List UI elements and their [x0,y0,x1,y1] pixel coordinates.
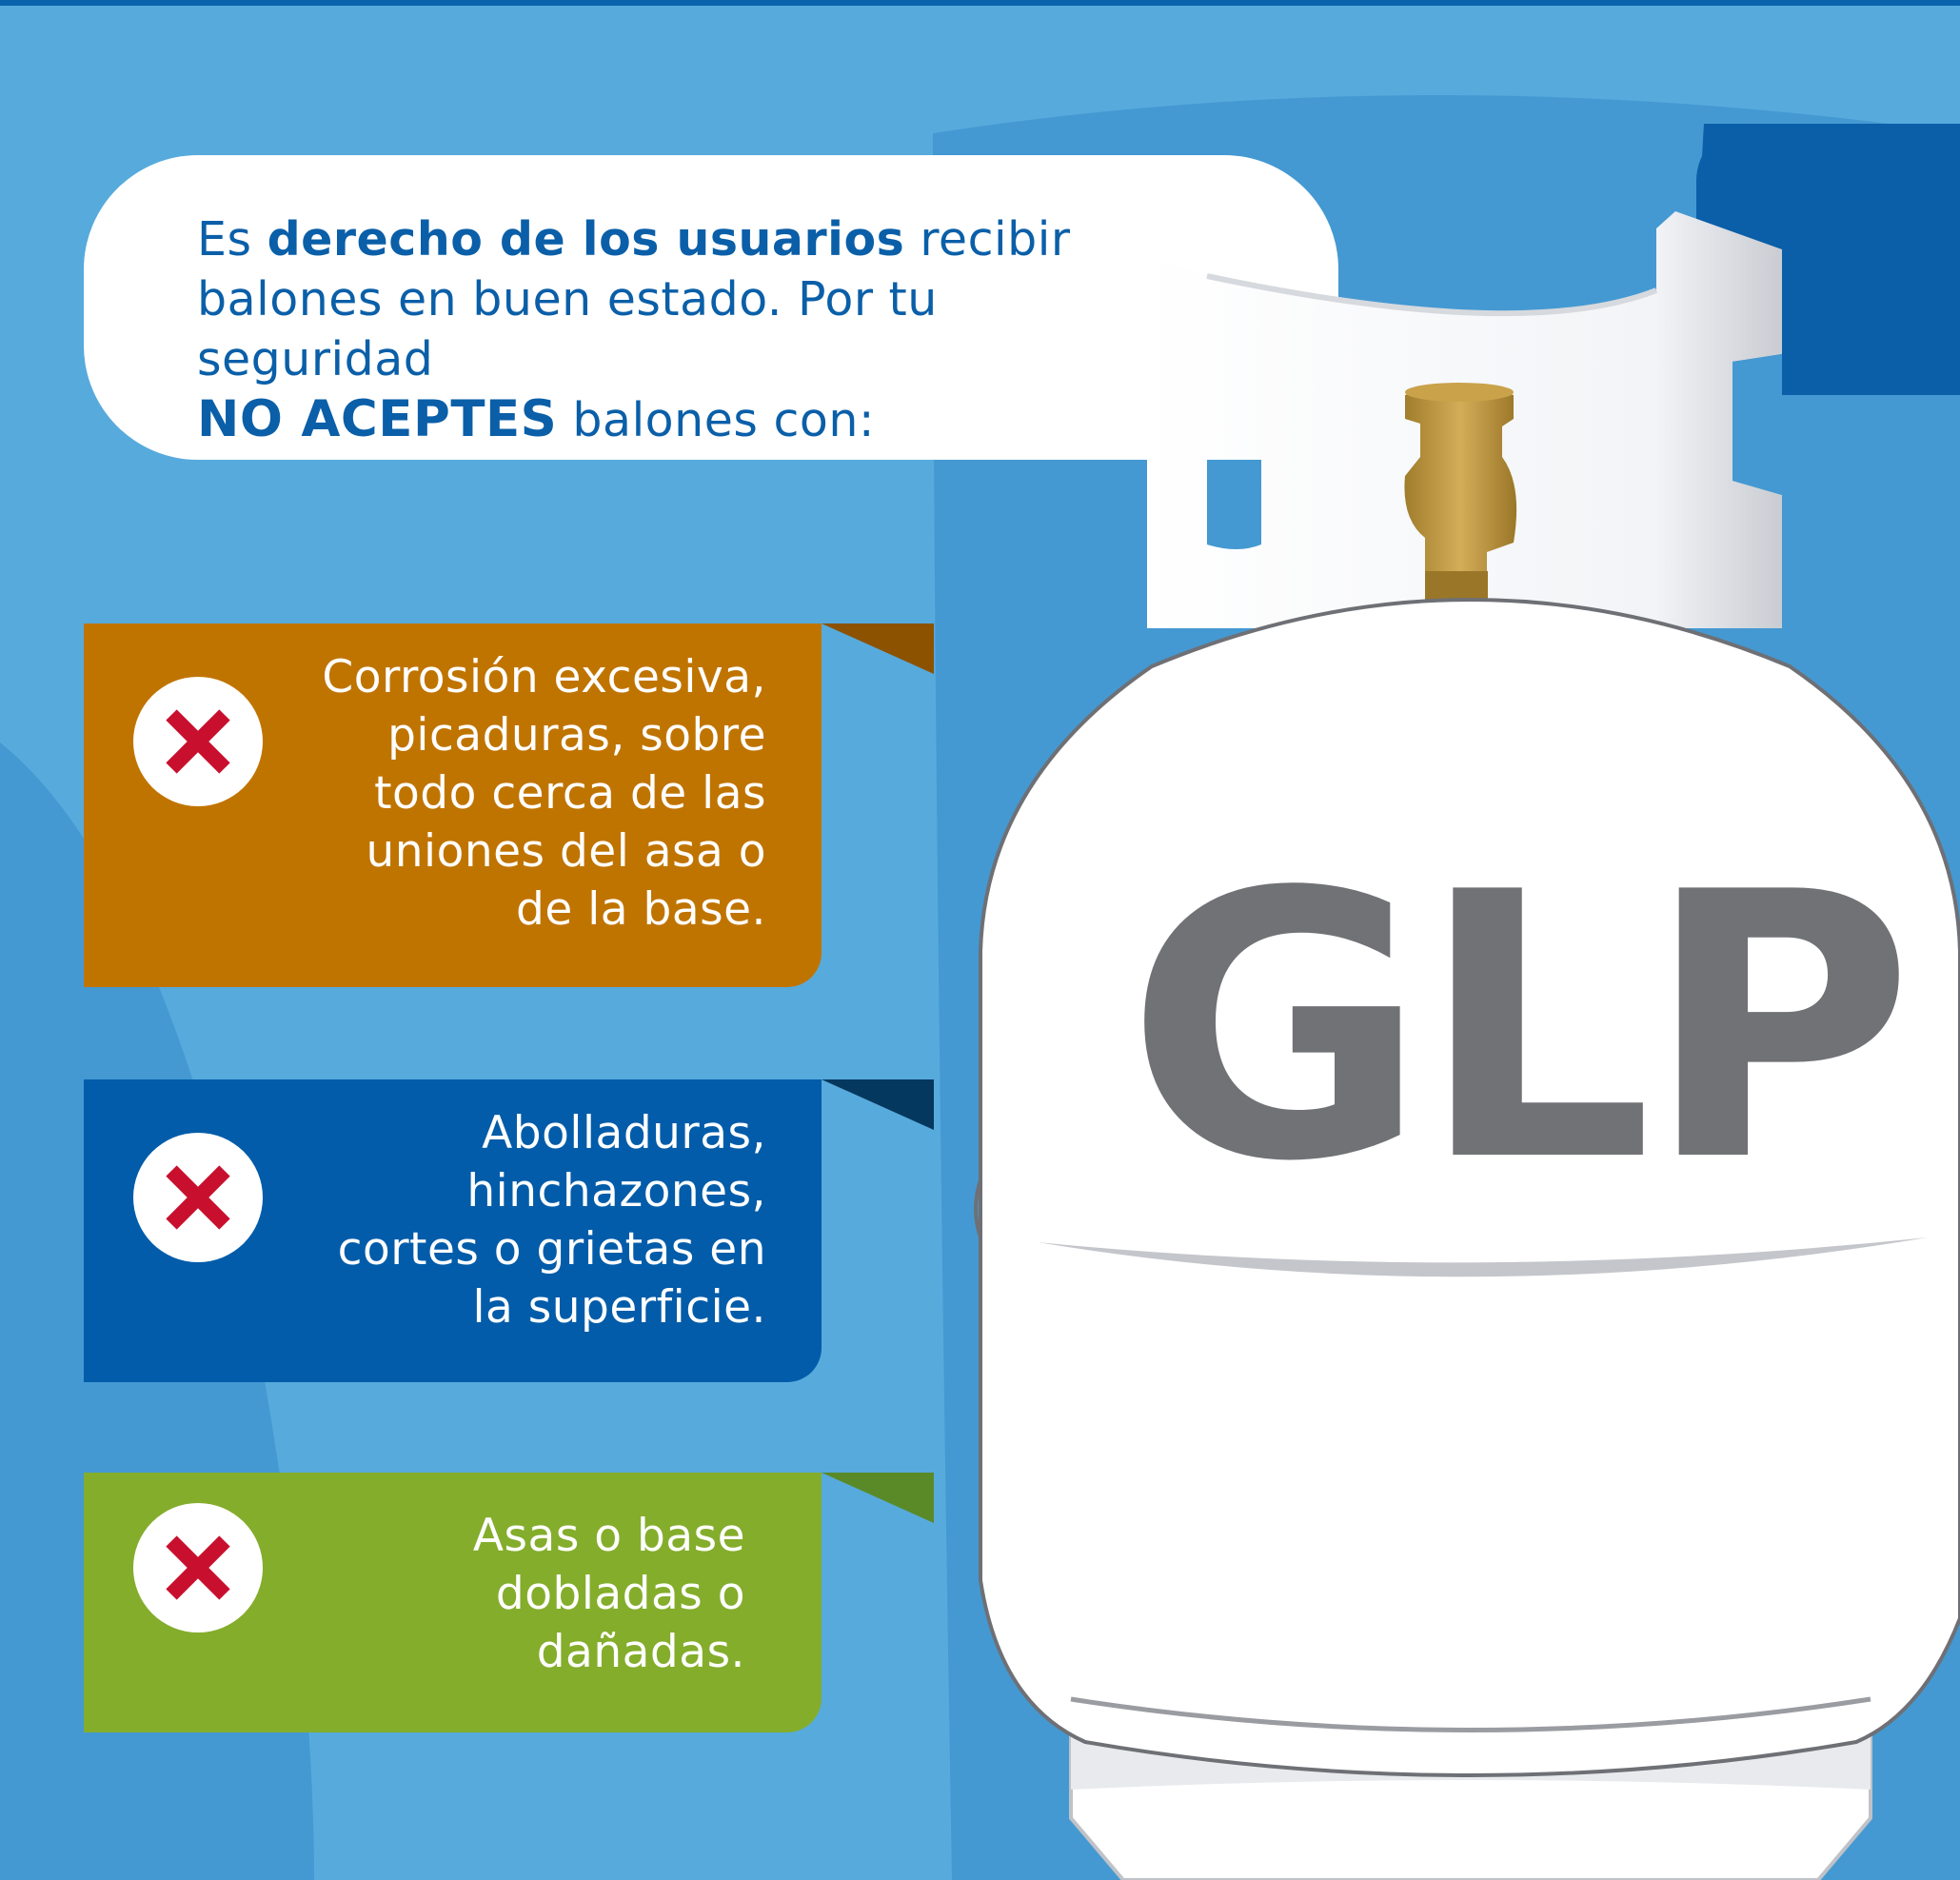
card-line: dobladas o [495,1568,745,1620]
card-tab [822,1079,934,1130]
card-line: cortes o grietas en [337,1223,766,1276]
x-icon [133,677,263,806]
intro-line-2: balones en buen estado. Por tu seguridad [197,272,938,386]
top-bar [0,0,1960,6]
intro-text: Es derecho de los usuarios recibir balon… [197,209,1149,450]
card-line: picaduras, sobre [387,709,766,762]
intro-bubble [84,155,1338,460]
card-text: Abolladuras, hinchazones, cortes o griet… [338,1104,766,1336]
card-line: Abolladuras, [482,1107,766,1159]
card-line: hinchazones, [466,1165,766,1217]
card-text: Corrosión excesiva, picaduras, sobre tod… [322,648,766,939]
card-line: uniones del asa o [366,825,766,878]
card-line: Asas o base [472,1510,745,1562]
card-dents: Abolladuras, hinchazones, cortes o griet… [84,1079,934,1382]
intro-line-1-bold: derecho de los usuarios [267,212,905,267]
glp-label: GLP [1126,815,1914,1241]
intro-line-1-post: recibir [904,212,1071,267]
x-icon [133,1503,263,1633]
card-handles: Asas o base dobladas o dañadas. [84,1473,934,1732]
intro-line-3-bold: NO ACEPTES [197,390,558,448]
x-icon [133,1133,263,1262]
card-line: la superficie. [472,1281,766,1334]
intro-line-1: Es derecho de los usuarios recibir [197,209,1149,269]
card-tab [822,623,934,674]
card-line: de la base. [516,883,766,936]
card-corrosion: Corrosión excesiva, picaduras, sobre tod… [84,623,934,987]
card-line: Corrosión excesiva, [322,651,766,703]
intro-line-1-pre: Es [197,212,267,267]
card-text: Asas o base dobladas o dañadas. [473,1507,745,1681]
card-line: dañadas. [536,1626,745,1678]
card-line: todo cerca de las [374,767,766,820]
intro-line-3: NO ACEPTES balones con: [197,389,1149,450]
card-tab [822,1473,934,1523]
intro-line-3-post: balones con: [557,393,875,447]
